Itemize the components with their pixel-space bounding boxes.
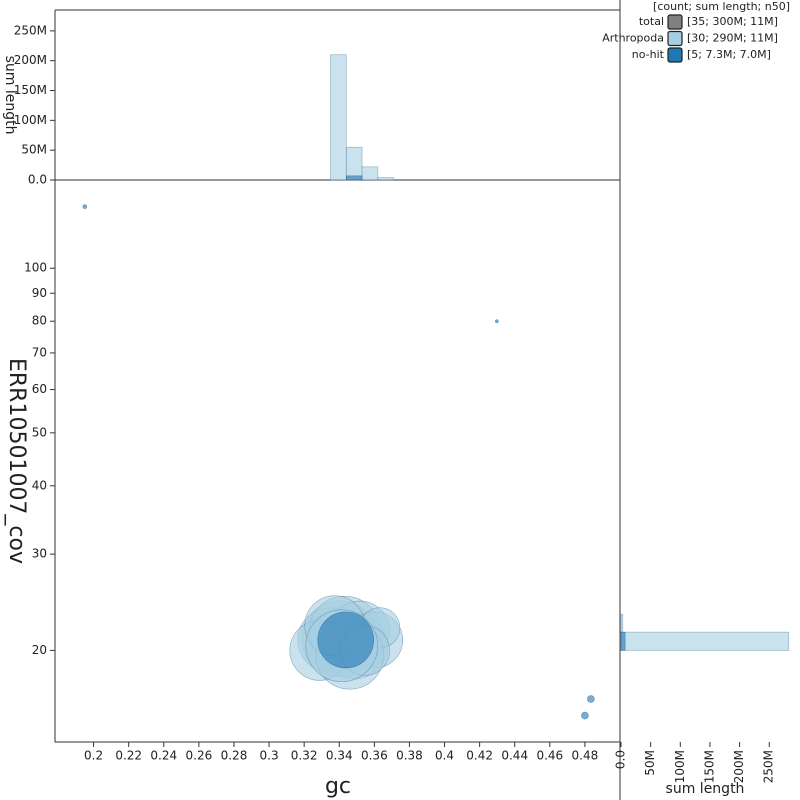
legend-name: no-hit <box>632 48 665 61</box>
legend-name: total <box>639 15 664 28</box>
x-tick-label: 0.46 <box>536 749 563 763</box>
x-axis-title: gc <box>325 774 351 799</box>
y-tick-label: 100M <box>14 113 47 127</box>
y-tick-label: 50M <box>21 143 47 157</box>
hist-bar <box>620 631 790 651</box>
legend-swatch <box>667 47 683 63</box>
x-tick-label: 0.48 <box>572 749 599 763</box>
y-tick-label: 250M <box>14 23 47 37</box>
hist-bar <box>345 146 363 181</box>
hist-bar <box>361 166 379 181</box>
legend-swatch <box>667 30 683 47</box>
x-tick-label: 50M <box>643 750 657 776</box>
hist-bar <box>620 613 624 633</box>
x-tick-label: 0.44 <box>501 749 528 763</box>
y-tick-label: 100 <box>24 261 47 275</box>
x-tick-label: 0.22 <box>115 749 142 763</box>
x-tick-label: 0.42 <box>466 749 493 763</box>
x-tick-label: 0.3 <box>260 749 279 763</box>
y-tick-label: 40 <box>32 478 47 492</box>
blob <box>581 711 589 720</box>
blob <box>587 695 595 703</box>
x-tick-label: 150M <box>702 750 716 783</box>
y-tick-label: 30 <box>32 547 47 561</box>
x-tick-label: 0.34 <box>326 749 353 763</box>
x-tick-label: 0.24 <box>150 749 177 763</box>
y-tick-label: 60 <box>32 382 47 396</box>
legend-label: [30; 290M; 11M] <box>687 32 778 45</box>
legend-swatch <box>667 14 683 30</box>
blob <box>82 204 88 209</box>
y-tick-label: 150M <box>14 83 47 97</box>
y-tick-label: 70 <box>32 345 47 359</box>
x-tick-label: 0.36 <box>361 749 388 763</box>
x-tick-label: 0.32 <box>291 749 318 763</box>
x-tick-label: 0.0 <box>614 750 628 769</box>
x-axis-title: sum length <box>666 781 745 797</box>
y-tick-label: 50 <box>32 425 47 439</box>
frame <box>54 0 621 800</box>
legend-label: [5; 7.3M; 7.0M] <box>687 48 771 61</box>
x-tick-label: 0.2 <box>84 749 103 763</box>
legend-title: [count; sum length; n50] <box>653 0 790 13</box>
hist-bar <box>377 177 394 181</box>
blob <box>317 611 375 669</box>
hist-bar <box>345 175 363 181</box>
x-tick-label: 0.38 <box>396 749 423 763</box>
y-tick-label: 90 <box>32 286 47 300</box>
y-axis-title: sum length <box>2 56 18 135</box>
x-tick-label: 250M <box>762 750 776 783</box>
blob <box>495 319 499 324</box>
x-tick-label: 100M <box>673 750 687 783</box>
y-tick-label: 80 <box>32 314 47 328</box>
x-tick-label: 0.26 <box>186 749 213 763</box>
y-tick-label: 0.0 <box>28 173 47 187</box>
legend-label: [35; 300M; 11M] <box>687 15 778 28</box>
y-axis-title: ERR10501007_cov <box>4 358 29 564</box>
hist-bar <box>330 54 347 181</box>
y-tick-label: 20 <box>32 643 47 657</box>
x-tick-label: 200M <box>732 750 746 783</box>
x-tick-label: 0.28 <box>221 749 248 763</box>
hist-bar <box>620 631 626 651</box>
y-tick-label: 200M <box>14 53 47 67</box>
legend-name: Arthropoda <box>602 32 664 45</box>
x-tick-label: 0.4 <box>435 749 454 763</box>
